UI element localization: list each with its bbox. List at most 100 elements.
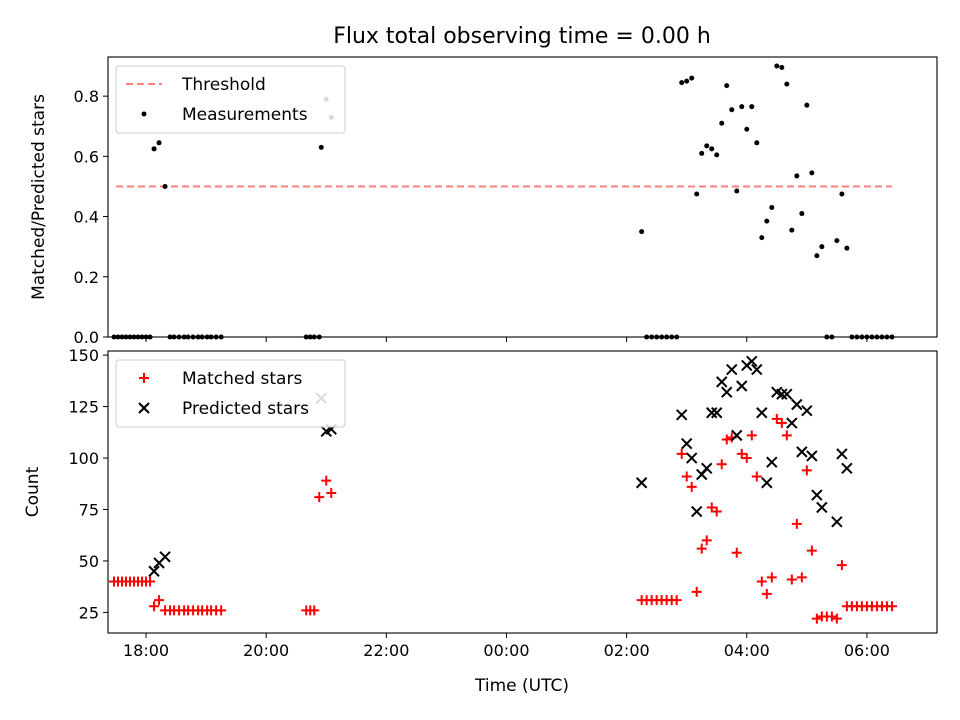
data-point xyxy=(781,388,793,400)
data-point xyxy=(148,565,160,577)
data-point xyxy=(744,126,750,132)
data-point xyxy=(139,334,145,340)
legend-swatch xyxy=(139,373,149,383)
data-point xyxy=(669,334,675,340)
data-point xyxy=(809,170,815,176)
data-point xyxy=(726,363,738,376)
data-point xyxy=(761,588,772,599)
data-point xyxy=(794,173,800,179)
data-point xyxy=(746,355,758,367)
data-point xyxy=(686,481,697,492)
data-point xyxy=(195,334,201,340)
data-point xyxy=(714,152,720,158)
data-point xyxy=(779,65,785,71)
data-point xyxy=(731,547,742,558)
data-point xyxy=(754,140,760,146)
data-point xyxy=(764,218,770,224)
data-point xyxy=(307,334,313,340)
ytick-label: 125 xyxy=(68,398,99,417)
ytick-label: 50 xyxy=(79,552,99,571)
data-point xyxy=(185,334,191,340)
data-point xyxy=(736,448,747,459)
data-point xyxy=(706,407,718,419)
data-point xyxy=(671,595,682,606)
legend: Matched stars Predicted stars xyxy=(115,359,346,428)
ytick-label: 0.6 xyxy=(74,147,99,166)
data-point xyxy=(829,334,835,340)
data-point xyxy=(796,572,807,583)
data-point xyxy=(127,334,133,340)
ytick-label: 0.4 xyxy=(74,208,99,227)
data-point xyxy=(684,78,690,84)
data-point xyxy=(181,334,187,340)
data-point xyxy=(654,334,660,340)
data-point xyxy=(694,191,700,197)
data-point xyxy=(759,235,765,241)
ytick-label: 25 xyxy=(79,603,99,622)
data-point xyxy=(685,452,698,464)
data-point xyxy=(739,104,745,110)
data-point xyxy=(791,398,803,411)
data-point xyxy=(781,430,792,441)
data-point xyxy=(119,334,125,340)
data-point xyxy=(771,413,782,424)
data-point xyxy=(190,334,196,340)
ytick-label: 75 xyxy=(79,500,99,519)
data-point xyxy=(704,143,710,149)
data-point xyxy=(841,462,853,475)
data-point xyxy=(639,229,645,235)
data-point xyxy=(213,334,219,340)
data-point xyxy=(711,506,722,517)
data-point xyxy=(149,601,160,612)
data-point xyxy=(831,613,842,624)
ylabel-ratio: Matched/Predicted stars xyxy=(29,94,49,300)
data-point xyxy=(724,83,730,89)
data-point xyxy=(789,227,795,233)
data-point xyxy=(786,574,797,585)
data-point xyxy=(321,475,332,486)
data-point xyxy=(814,253,820,259)
data-point xyxy=(635,477,648,489)
data-point xyxy=(884,334,890,340)
data-point xyxy=(709,146,715,152)
data-point xyxy=(676,448,687,459)
data-point xyxy=(176,334,182,340)
data-point xyxy=(834,238,840,244)
legend-label: Matched stars xyxy=(182,369,302,389)
data-point xyxy=(154,595,165,606)
data-point xyxy=(143,334,149,340)
data-point xyxy=(696,543,707,554)
series-measurements xyxy=(111,63,895,340)
data-point xyxy=(804,102,810,108)
data-point xyxy=(701,462,713,475)
ytick-label: 150 xyxy=(68,346,99,365)
data-point xyxy=(204,334,210,340)
series-predicted-stars xyxy=(148,355,853,577)
xtick-label: 00:00 xyxy=(483,641,529,660)
data-point xyxy=(716,459,727,470)
data-point xyxy=(326,488,337,499)
data-point xyxy=(111,334,117,340)
data-point xyxy=(675,409,688,421)
data-point xyxy=(736,380,748,392)
data-point xyxy=(784,81,790,87)
data-point xyxy=(879,334,885,340)
data-point xyxy=(218,334,224,340)
data-point xyxy=(799,211,805,217)
ratio-panel: 0.0 0.2 0.4 0.6 0.8 Threshold Measurements xyxy=(74,56,938,347)
data-point xyxy=(761,477,773,489)
data-point xyxy=(311,334,317,340)
series-matched-stars xyxy=(109,413,897,624)
data-point xyxy=(701,535,712,546)
data-point xyxy=(135,334,141,340)
data-point xyxy=(691,505,703,518)
data-point xyxy=(849,334,855,340)
data-point xyxy=(316,334,322,340)
data-point xyxy=(766,456,778,468)
data-point xyxy=(824,334,830,340)
xtick-label: 06:00 xyxy=(844,641,890,660)
legend-label: Threshold xyxy=(181,75,266,95)
data-point xyxy=(171,334,177,340)
data-point xyxy=(318,144,324,150)
